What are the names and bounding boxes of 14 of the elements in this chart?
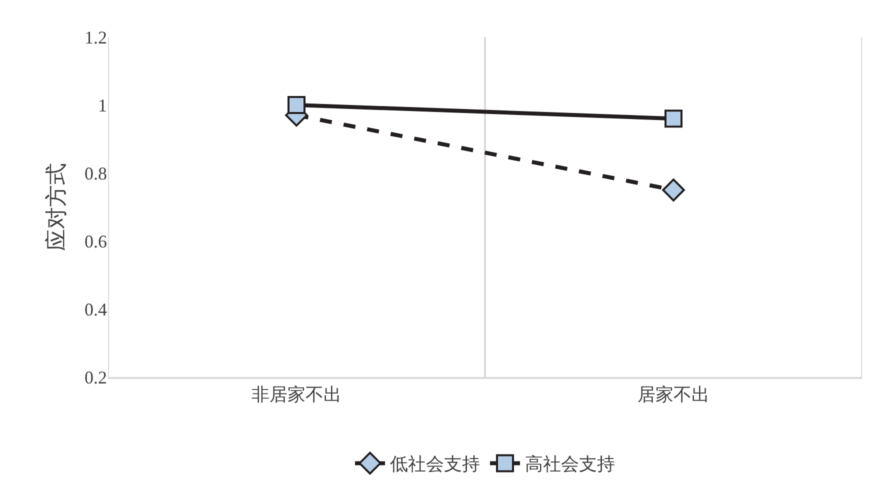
legend-label: 高社会支持: [525, 454, 615, 474]
y-axis-title: 应对方式: [43, 163, 68, 251]
y-tick-label: 1: [98, 95, 107, 116]
x-tick-label: 居家不出: [638, 384, 710, 405]
y-tick-label: 0.2: [84, 367, 107, 388]
y-tick-label: 0.8: [84, 163, 107, 184]
y-tick-label: 0.6: [84, 231, 107, 252]
y-tick-label: 1.2: [84, 27, 107, 48]
point: [288, 96, 306, 114]
y-tick-label: 0.4: [84, 299, 107, 320]
x-tick-label: 非居家不出: [252, 384, 342, 405]
legend-label: 低社会支持: [390, 454, 480, 474]
point: [662, 178, 685, 202]
point: [664, 110, 682, 128]
